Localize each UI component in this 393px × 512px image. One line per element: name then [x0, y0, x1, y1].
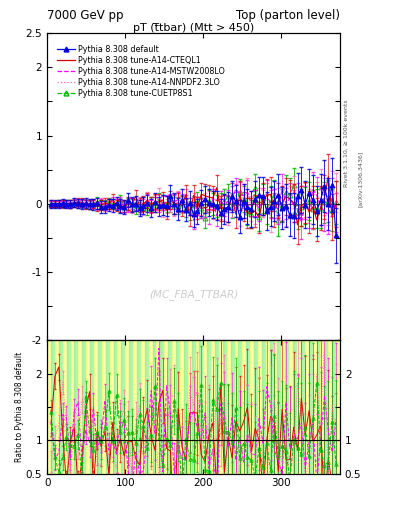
Bar	[184, 340, 188, 474]
Bar	[94, 340, 98, 474]
Bar	[141, 340, 145, 474]
Bar	[336, 340, 340, 474]
Bar	[239, 340, 242, 474]
Bar	[180, 340, 184, 474]
Bar	[114, 340, 118, 474]
Bar	[137, 340, 141, 474]
Bar	[164, 340, 168, 474]
Bar	[324, 340, 328, 474]
Bar	[118, 340, 121, 474]
Bar	[199, 340, 203, 474]
Text: 7000 GeV pp: 7000 GeV pp	[47, 9, 124, 22]
Bar	[242, 340, 246, 474]
Bar	[285, 340, 289, 474]
Bar	[250, 340, 254, 474]
Bar	[305, 340, 309, 474]
Text: Top (parton level): Top (parton level)	[236, 9, 340, 22]
Text: (MC_FBA_TTBAR): (MC_FBA_TTBAR)	[149, 289, 238, 300]
Bar	[254, 340, 258, 474]
Bar	[328, 340, 332, 474]
Bar	[192, 340, 195, 474]
Bar	[246, 340, 250, 474]
Bar	[289, 340, 293, 474]
Bar	[227, 340, 231, 474]
Bar	[195, 340, 199, 474]
Bar	[203, 340, 207, 474]
Bar	[277, 340, 281, 474]
Bar	[152, 340, 156, 474]
Bar	[258, 340, 262, 474]
Bar	[301, 340, 305, 474]
Bar	[78, 340, 82, 474]
Bar	[59, 340, 63, 474]
Bar	[188, 340, 192, 474]
Bar	[110, 340, 114, 474]
Legend: Pythia 8.308 default, Pythia 8.308 tune-A14-CTEQL1, Pythia 8.308 tune-A14-MSTW20: Pythia 8.308 default, Pythia 8.308 tune-…	[54, 42, 228, 101]
Bar	[262, 340, 266, 474]
Text: [arXiv:1306.3436]: [arXiv:1306.3436]	[358, 151, 363, 207]
Y-axis label: Ratio to Pythia 8.308 default: Ratio to Pythia 8.308 default	[15, 352, 24, 462]
Bar	[145, 340, 149, 474]
Bar	[312, 340, 316, 474]
Bar	[293, 340, 297, 474]
Bar	[51, 340, 55, 474]
Bar	[235, 340, 239, 474]
Bar	[274, 340, 277, 474]
Bar	[211, 340, 215, 474]
Bar	[266, 340, 270, 474]
Bar	[47, 340, 51, 474]
Bar	[270, 340, 274, 474]
Bar	[176, 340, 180, 474]
Bar	[172, 340, 176, 474]
Bar	[129, 340, 133, 474]
Bar	[316, 340, 320, 474]
Bar	[102, 340, 106, 474]
Bar	[231, 340, 235, 474]
Bar	[207, 340, 211, 474]
Bar	[215, 340, 219, 474]
Bar	[106, 340, 110, 474]
Bar	[90, 340, 94, 474]
Text: Rivet 3.1.10, ≥ 100k events: Rivet 3.1.10, ≥ 100k events	[344, 99, 349, 187]
Bar	[223, 340, 227, 474]
Bar	[219, 340, 223, 474]
Bar	[63, 340, 67, 474]
Bar	[125, 340, 129, 474]
Bar	[98, 340, 102, 474]
Bar	[320, 340, 324, 474]
Bar	[297, 340, 301, 474]
Bar	[332, 340, 336, 474]
Bar	[156, 340, 160, 474]
Bar	[149, 340, 152, 474]
Bar	[82, 340, 86, 474]
Bar	[55, 340, 59, 474]
Bar	[133, 340, 137, 474]
Bar	[168, 340, 172, 474]
Bar	[86, 340, 90, 474]
Bar	[71, 340, 75, 474]
Bar	[281, 340, 285, 474]
Bar	[75, 340, 78, 474]
Bar	[67, 340, 71, 474]
Bar	[309, 340, 312, 474]
Bar	[160, 340, 164, 474]
Title: pT (t̅tbar) (Mtt > 450): pT (t̅tbar) (Mtt > 450)	[133, 23, 254, 32]
Bar	[121, 340, 125, 474]
